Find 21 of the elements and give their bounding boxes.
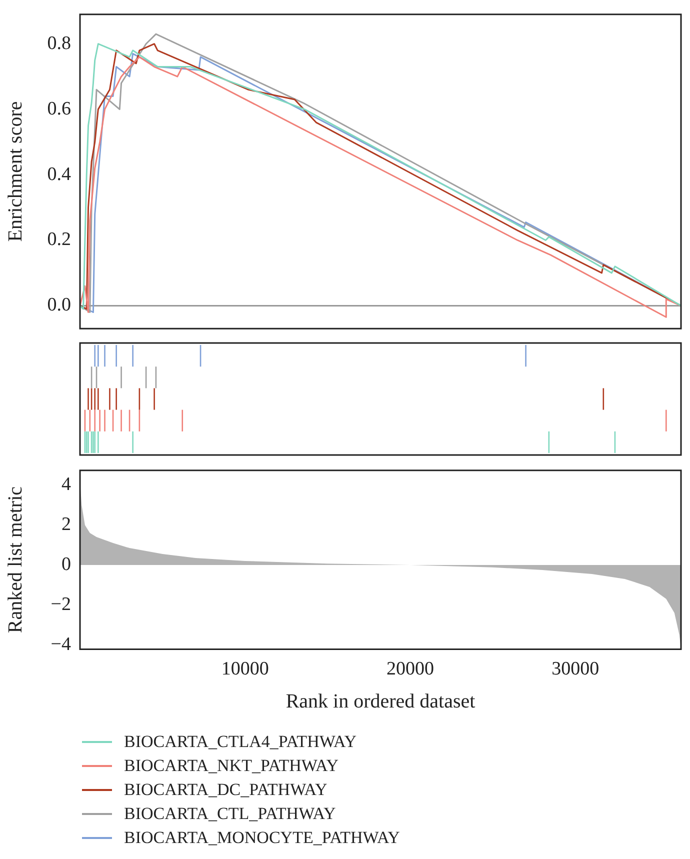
y-tick-label: 0.2 — [47, 229, 71, 250]
x-axis-title: Rank in ordered dataset — [286, 690, 476, 712]
x-tick-label: 20000 — [386, 658, 434, 680]
legend-label: BIOCARTA_DC_PATHWAY — [124, 780, 328, 800]
y-tick-label: 0.8 — [47, 32, 71, 54]
y-tick-label: 4 — [62, 474, 72, 496]
y-axis-title: Ranked list metric — [4, 486, 26, 634]
y-axis-title: Enrichment score — [4, 101, 26, 242]
x-tick-label: 10000 — [221, 658, 269, 680]
legend-label: BIOCARTA_CTL_PATHWAY — [124, 804, 336, 824]
y-tick-label: 0.0 — [47, 294, 71, 316]
legend-label: BIOCARTA_MONOCYTE_PATHWAY — [124, 828, 400, 848]
y-tick-label: 2 — [62, 514, 71, 536]
y-tick-label: 0.6 — [47, 98, 71, 120]
legend-label: BIOCARTA_NKT_PATHWAY — [124, 756, 339, 776]
y-tick-label: −2 — [50, 594, 71, 615]
x-tick-label: 30000 — [552, 658, 600, 680]
y-tick-label: 0.4 — [47, 164, 72, 185]
legend-label: BIOCARTA_CTLA4_PATHWAY — [124, 732, 356, 752]
y-tick-label: −4 — [50, 634, 72, 655]
y-tick-label: 0 — [62, 554, 71, 575]
